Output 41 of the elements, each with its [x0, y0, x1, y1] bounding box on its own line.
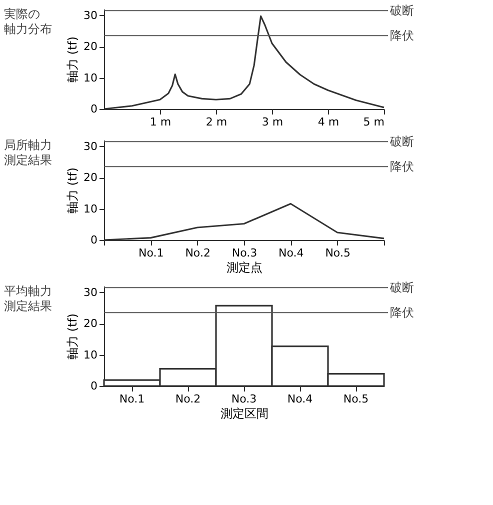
- x-tick-label: No.2: [175, 392, 201, 406]
- x-tick-label: No.5: [325, 246, 350, 260]
- x-tick-label: 4 m: [318, 116, 340, 128]
- y-tick-label: 0: [90, 234, 98, 246]
- x-tick-label: 2 m: [206, 116, 228, 128]
- x-tick-label: No.1: [138, 246, 164, 260]
- chart-title: 平均軸力測定結果: [4, 284, 52, 313]
- ref-line-label: 破断: [389, 4, 414, 18]
- y-axis-title: 軸力 (tf): [66, 36, 80, 83]
- y-tick-label: 0: [90, 102, 98, 116]
- x-tick-label: No.5: [343, 392, 369, 406]
- x-tick-label: No.3: [232, 246, 258, 260]
- ref-line-label: 降伏: [390, 28, 414, 43]
- y-tick-label: 30: [84, 8, 98, 22]
- y-axis-title: 軸力 (tf): [66, 313, 80, 360]
- ref-line-label: 降伏: [390, 160, 414, 174]
- x-axis-title: 測定点: [226, 260, 262, 274]
- ref-line-label: 破断: [389, 280, 414, 295]
- chart-title: 局所軸力測定結果: [4, 138, 52, 167]
- x-tick-label: No.1: [119, 392, 145, 406]
- y-tick-label: 30: [84, 286, 98, 299]
- x-tick-label: 3 m: [262, 116, 284, 128]
- chart-title: 実際の軸力分布: [4, 7, 52, 36]
- x-tick-label: 1 m: [150, 116, 172, 128]
- y-tick-label: 10: [84, 202, 98, 216]
- y-tick-label: 20: [84, 317, 98, 330]
- x-tick-label: No.3: [231, 392, 257, 406]
- y-tick-label: 20: [84, 40, 98, 53]
- ref-line-label: 破断: [389, 134, 414, 149]
- y-tick-label: 20: [84, 171, 98, 184]
- x-tick-label: 5 m: [363, 116, 384, 128]
- y-axis-title: 軸力 (tf): [66, 167, 80, 214]
- x-tick-label: No.4: [287, 392, 313, 406]
- y-tick-label: 0: [90, 380, 98, 392]
- x-tick-label: No.4: [278, 246, 304, 260]
- y-tick-label: 10: [84, 348, 98, 362]
- y-tick-label: 30: [84, 140, 98, 153]
- x-tick-label: No.2: [185, 246, 210, 260]
- ref-line-label: 降伏: [390, 306, 414, 320]
- x-axis-title: 測定区間: [220, 406, 268, 420]
- y-tick-label: 10: [84, 71, 98, 84]
